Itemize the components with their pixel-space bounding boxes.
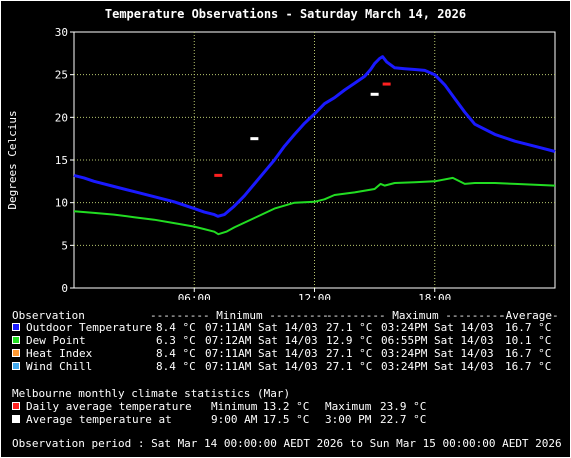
climate-row-col2: 13.2 °C (263, 400, 310, 413)
x-tick-label: 06:00 (178, 292, 211, 300)
series-swatch (12, 362, 20, 370)
legend-row-label: Heat Index (26, 347, 93, 360)
legend-row-max-value: 27.1 °C (326, 360, 373, 373)
legend-row-min-value: 6.3 °C (156, 334, 196, 347)
legend-row-average: 10.1 °C (505, 334, 552, 347)
climate-row-col1: Minimum (211, 400, 258, 413)
legend-header-min: --------- Minimum --------- (150, 309, 329, 322)
legend-row-label: Dew Point (26, 334, 86, 347)
climate-row-col1: 9:00 AM (211, 413, 258, 426)
legend-row-max-time: 06:55PM Sat 14/03 (381, 334, 494, 347)
legend-row-min-value: 8.4 °C (156, 347, 196, 360)
series-swatch (12, 323, 20, 331)
legend-row-max-value: 27.1 °C (326, 347, 373, 360)
x-tick-label: 18:00 (418, 292, 451, 300)
climate-row-col4: 22.7 °C (380, 413, 427, 426)
chart-title: Temperature Observations - Saturday Marc… (104, 7, 467, 21)
legend-row-min-time: 07:11AM Sat 14/03 (205, 321, 318, 334)
observation-period: Observation period : Sat Mar 14 00:00:00… (12, 437, 562, 450)
legend-row-min-value: 8.4 °C (156, 321, 196, 334)
series-line-dew-point (73, 176, 556, 236)
y-axis-label: Degrees Celcius (6, 110, 19, 209)
legend-header-max: --------- Maximum --------- (326, 309, 505, 322)
climate-marker (370, 92, 379, 96)
climate-row-col3: Maximum (325, 400, 372, 413)
y-tick-label: 10 (55, 197, 68, 210)
climate-row-col4: 23.9 °C (380, 400, 427, 413)
legend-header-label: Observation (12, 309, 85, 322)
climate-row-col3: 3:00 PM (325, 413, 372, 426)
x-axis-ticks: 06:00 12:00 18:00 (178, 288, 451, 300)
y-tick-label: 20 (55, 111, 68, 124)
climate-swatch (12, 415, 20, 423)
legend-row-max-time: 03:24PM Sat 14/03 (381, 360, 494, 373)
legend-row-min-value: 8.4 °C (156, 360, 196, 373)
climate-marker (382, 82, 391, 86)
climate-marker (250, 137, 259, 141)
legend-row-max-time: 03:24PM Sat 14/03 (381, 347, 494, 360)
legend-row-average: 16.7 °C (505, 321, 552, 334)
legend-row-average: 16.7 °C (505, 347, 552, 360)
legend-row-min-time: 07:11AM Sat 14/03 (205, 360, 318, 373)
series-line-outdoor-temperature (73, 55, 556, 218)
x-tick-label: 12:00 (298, 292, 331, 300)
series-swatch (12, 349, 20, 357)
legend-row-min-time: 07:12AM Sat 14/03 (205, 334, 318, 347)
temperature-chart: 0 5 10 15 20 25 30 06:00 12:00 18:00 Degrees Cel… (6, 26, 556, 300)
climate-row-label: Average temperature at (26, 413, 172, 426)
legend-row-max-value: 12.9 °C (326, 334, 373, 347)
y-tick-label: 15 (55, 154, 68, 167)
climate-heading: Melbourne monthly climate statistics (Ma… (12, 387, 291, 400)
climate-swatch (12, 402, 20, 410)
y-tick-label: 0 (61, 282, 68, 295)
series-swatch (12, 336, 20, 344)
series-lines (73, 55, 556, 236)
climate-row-label: Daily average temperature (26, 400, 192, 413)
y-tick-label: 30 (55, 26, 68, 39)
y-tick-label: 25 (55, 69, 68, 82)
legend-row-average: 16.7 °C (505, 360, 552, 373)
legend-row-max-time: 03:24PM Sat 14/03 (381, 321, 494, 334)
y-axis-ticks: 0 5 10 15 20 25 30 (55, 26, 74, 295)
legend-row-label: Outdoor Temperature (26, 321, 152, 334)
climate-marker (214, 173, 223, 177)
legend-row-label: Wind Chill (26, 360, 93, 373)
climate-markers (214, 82, 391, 177)
legend-row-min-time: 07:11AM Sat 14/03 (205, 347, 318, 360)
y-tick-label: 5 (61, 239, 68, 252)
legend-row-max-value: 27.1 °C (326, 321, 373, 334)
climate-row-col2: 17.5 °C (263, 413, 310, 426)
legend-header-avg: -Average- (499, 309, 559, 322)
